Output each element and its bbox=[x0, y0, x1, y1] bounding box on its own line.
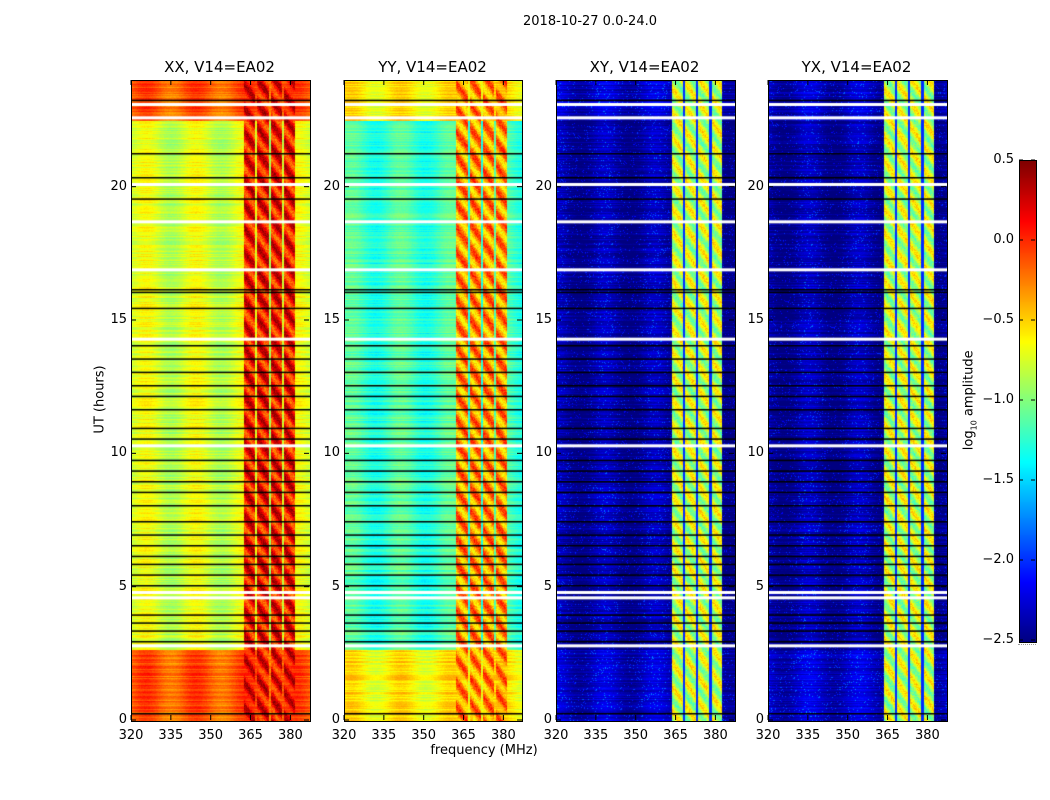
y-tick-label: 20 bbox=[110, 178, 127, 194]
y-tick-label: 20 bbox=[747, 178, 764, 194]
y-tick-label: 15 bbox=[535, 312, 552, 327]
colorbar-tick-label: −1.5 bbox=[982, 472, 1014, 487]
y-tick-label: 10 bbox=[110, 445, 127, 461]
y-tick-label: 5 bbox=[755, 578, 764, 594]
heatmap-yx bbox=[768, 80, 948, 722]
y-tick-label: 15 bbox=[747, 312, 764, 327]
colorbar bbox=[1019, 160, 1037, 643]
y-tick-label: 0 bbox=[331, 712, 340, 727]
y-tick-label: 10 bbox=[747, 445, 764, 461]
y-tick-label: 5 bbox=[331, 578, 340, 594]
x-tick-label: 365 bbox=[663, 728, 688, 743]
colorbar-tick-label: −0.5 bbox=[982, 312, 1014, 327]
x-tick-label: 350 bbox=[835, 728, 861, 743]
figure-title: 2018-10-27 0.0-24.0 bbox=[523, 14, 657, 29]
x-tick-label: 320 bbox=[118, 728, 144, 743]
x-tick-label: 335 bbox=[583, 728, 609, 743]
y-tick-label: 0 bbox=[755, 712, 764, 727]
x-tick-label: 335 bbox=[371, 728, 397, 743]
x-tick-label: 380 bbox=[490, 728, 516, 743]
y-tick-label: 10 bbox=[323, 445, 340, 461]
y-tick-label: 0 bbox=[543, 712, 552, 727]
y-tick-label: 15 bbox=[110, 312, 127, 327]
heatmap-xx bbox=[131, 80, 311, 722]
x-tick-label: 320 bbox=[331, 728, 357, 743]
x-tick-label: 320 bbox=[755, 728, 781, 743]
colorbar-tick-label: 0.5 bbox=[993, 152, 1014, 167]
y-tick-label: 5 bbox=[118, 578, 127, 594]
y-tick-label: 5 bbox=[543, 578, 552, 594]
panel-title-xy: XY, V14=EA02 bbox=[589, 58, 700, 76]
x-tick-label: 365 bbox=[451, 728, 476, 743]
y-tick-label: 20 bbox=[323, 178, 340, 194]
heatmap-xy bbox=[556, 80, 736, 722]
x-tick-label: 350 bbox=[623, 728, 649, 743]
colorbar-tick-label: −1.0 bbox=[982, 392, 1014, 407]
y-tick-label: 0 bbox=[118, 712, 127, 727]
x-tick-label: 365 bbox=[238, 728, 263, 743]
colorbar-tick-label: −2.5 bbox=[982, 632, 1014, 647]
panel-title-xx: XX, V14=EA02 bbox=[164, 58, 275, 76]
x-tick-label: 350 bbox=[198, 728, 224, 743]
x-tick-label: 365 bbox=[875, 728, 900, 743]
heatmap-yy bbox=[344, 80, 523, 722]
x-tick-label: 380 bbox=[277, 728, 303, 743]
panel-title-yy: YY, V14=EA02 bbox=[378, 58, 487, 76]
x-tick-label: 380 bbox=[914, 728, 940, 743]
colorbar-tick-label: 0.0 bbox=[993, 232, 1014, 247]
x-tick-label: 335 bbox=[158, 728, 184, 743]
y-tick-label: 15 bbox=[323, 312, 340, 327]
colorbar-extension-marker bbox=[1018, 644, 1036, 645]
x-tick-label: 380 bbox=[702, 728, 728, 743]
y-tick-label: 20 bbox=[535, 178, 552, 194]
x-tick-label: 320 bbox=[543, 728, 569, 743]
panel-title-yx: YX, V14=EA02 bbox=[801, 58, 912, 76]
x-axis-label: frequency (MHz) bbox=[430, 743, 538, 758]
x-tick-label: 350 bbox=[411, 728, 437, 743]
colorbar-tick-label: −2.0 bbox=[982, 552, 1014, 567]
x-tick-label: 335 bbox=[795, 728, 821, 743]
y-tick-label: 10 bbox=[535, 445, 552, 461]
